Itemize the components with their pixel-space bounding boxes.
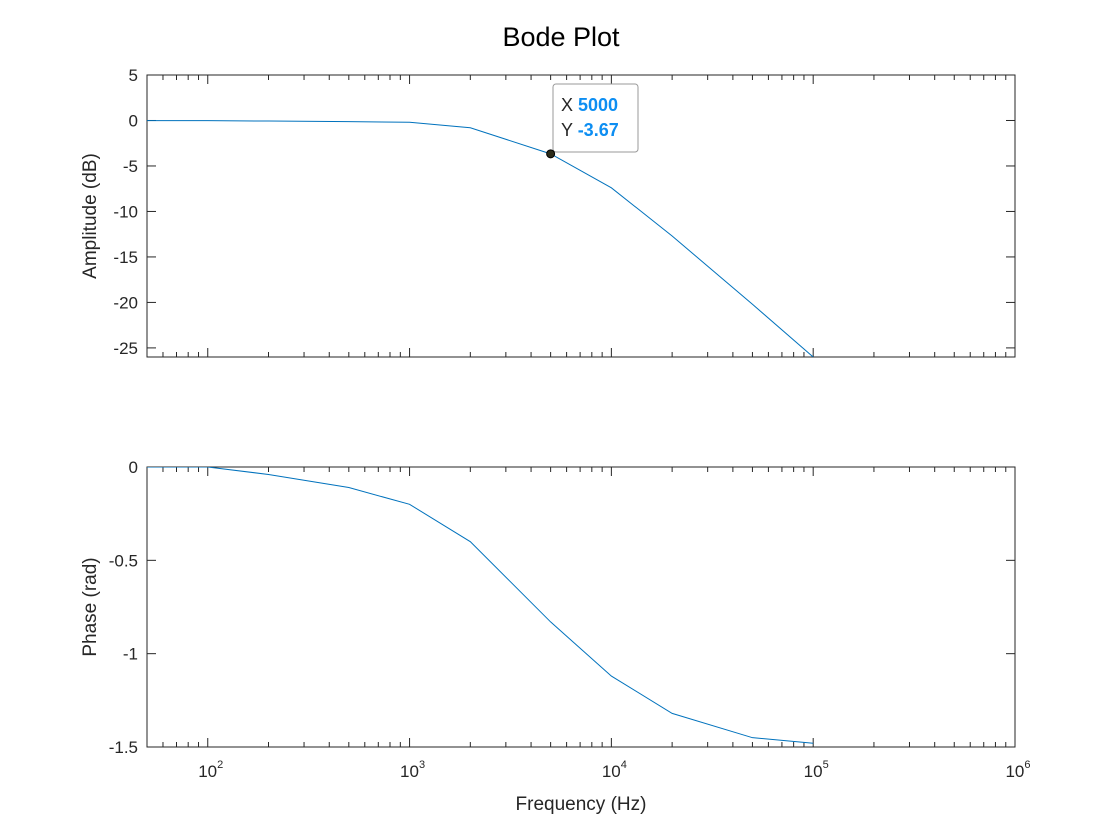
datatip-marker[interactable] [546,149,556,159]
y-tick-label: -1.5 [109,738,138,757]
y-tick-label: -10 [113,202,138,221]
axes-box [146,466,1016,748]
y-tick-label: -15 [113,248,138,267]
figure-title: Bode Plot [502,22,620,52]
x-tick-label: 106 [1005,759,1030,781]
x-axis-label: Frequency (Hz) [516,794,647,815]
x-tick-label: 102 [198,759,223,781]
y-tick-label: -25 [113,339,138,358]
y-tick-label: -1 [123,645,138,664]
series-line [147,467,814,744]
y-axis-label: Amplitude (dB) [80,153,101,279]
amplitude-axes[interactable]: 5 0 -5 -10 -15 -20 -25 Amplitude (dB) X 5000 Y -3… [80,66,1016,358]
series-line [147,120,814,357]
y-tick-label: -5 [123,157,138,176]
datatip-y-row: Y -3.67 [561,120,619,140]
y-tick-label: -0.5 [109,551,138,570]
datatip-x-row: X 5000 [561,95,618,115]
y-tick-label: 0 [129,111,138,130]
datatip-box [552,83,639,153]
y-axis-label: Phase (rad) [80,557,101,656]
phase-axes[interactable]: 0 -0.5 -1 -1.5 102 103 104 105 106 Phase (rad) Fre… [80,458,1031,815]
datatip[interactable]: X 5000 Y -3.67 [546,83,639,159]
x-tick-label: 105 [804,759,829,781]
y-tick-label: 5 [129,66,138,85]
x-tick-label: 104 [602,759,627,781]
y-tick-label: 0 [129,458,138,477]
y-tick-label: -20 [113,293,138,312]
x-tick-label: 103 [400,759,425,781]
